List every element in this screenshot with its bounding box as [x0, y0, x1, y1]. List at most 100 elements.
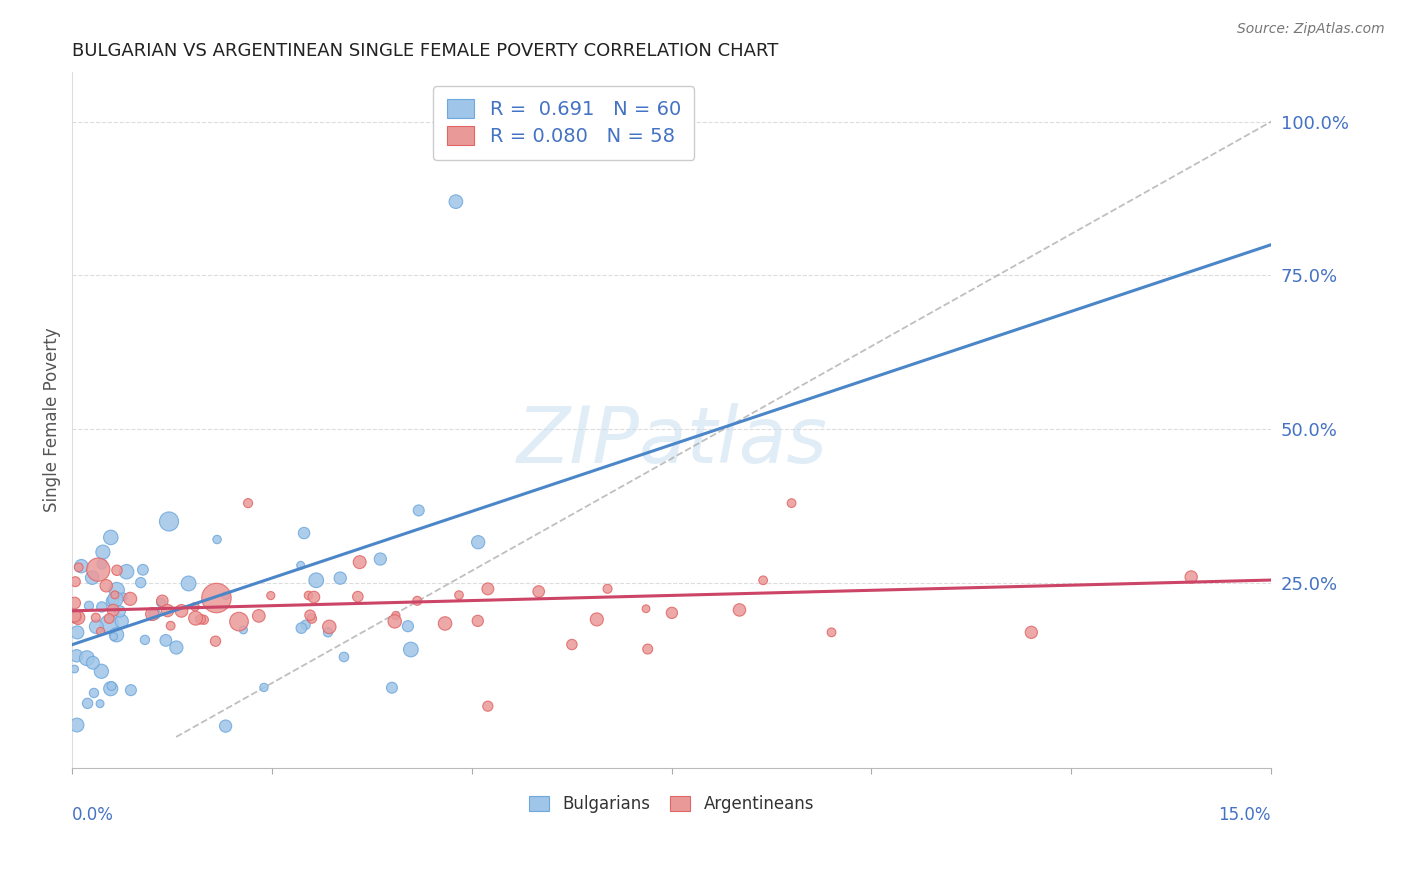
Point [132, 563, 155, 577]
Point [585, 612, 607, 626]
Point [67, 560, 90, 574]
Point [90, 665, 112, 679]
Point [82, 571, 104, 585]
Point [661, 606, 683, 620]
Point [77, 599, 100, 613]
Point [333, 649, 356, 664]
Point [228, 615, 250, 629]
Point [120, 683, 142, 698]
Point [104, 588, 127, 602]
Point [63, 608, 86, 623]
Point [143, 607, 166, 621]
Point [177, 576, 200, 591]
Point [215, 589, 238, 603]
Point [329, 571, 352, 585]
Point [305, 574, 328, 588]
Point [66, 625, 89, 640]
Point [86, 620, 108, 634]
Point [1180, 570, 1202, 584]
Point [115, 565, 138, 579]
Point [70, 559, 93, 574]
Point [318, 620, 340, 634]
Point [157, 515, 180, 529]
Point [204, 634, 226, 648]
Point [165, 640, 187, 655]
Point [434, 616, 457, 631]
Point [467, 535, 489, 549]
Point [193, 613, 215, 627]
Text: BULGARIAN VS ARGENTINEAN SINGLE FEMALE POVERTY CORRELATION CHART: BULGARIAN VS ARGENTINEAN SINGLE FEMALE P… [72, 42, 779, 60]
Point [396, 619, 419, 633]
Point [184, 599, 207, 614]
Point [477, 699, 499, 714]
Point [190, 612, 212, 626]
Point [780, 496, 803, 510]
Point [820, 625, 842, 640]
Point [84, 610, 107, 624]
Point [100, 530, 122, 544]
Point [292, 526, 315, 541]
Point [381, 681, 404, 695]
Point [120, 591, 142, 606]
Text: Source: ZipAtlas.com: Source: ZipAtlas.com [1237, 22, 1385, 37]
Point [100, 681, 122, 696]
Point [141, 607, 163, 621]
Point [100, 679, 122, 693]
Point [301, 611, 323, 625]
Point [105, 563, 128, 577]
Point [89, 697, 111, 711]
Point [66, 610, 89, 624]
Point [90, 599, 112, 614]
Point [214, 719, 236, 733]
Point [90, 624, 112, 639]
Point [406, 594, 429, 608]
Point [467, 614, 489, 628]
Point [82, 656, 104, 670]
Point [98, 617, 121, 632]
Point [96, 579, 118, 593]
Point [290, 621, 312, 635]
Point [66, 718, 89, 732]
Point [290, 558, 312, 573]
Point [297, 588, 319, 602]
Point [1021, 625, 1043, 640]
Point [294, 617, 316, 632]
Point [205, 533, 228, 547]
Point [63, 596, 86, 610]
Point [105, 628, 128, 642]
Point [247, 608, 270, 623]
Point [156, 604, 179, 618]
Point [477, 582, 499, 596]
Point [91, 557, 114, 571]
Text: ZIPatlas: ZIPatlas [516, 403, 827, 479]
Point [384, 615, 406, 629]
Point [98, 611, 121, 625]
Point [349, 555, 371, 569]
Point [103, 630, 125, 644]
Point [170, 604, 193, 618]
Point [637, 642, 659, 657]
Point [205, 591, 228, 605]
Point [76, 651, 98, 665]
Point [447, 588, 470, 602]
Point [150, 594, 173, 608]
Point [91, 545, 114, 559]
Point [253, 681, 276, 695]
Point [316, 625, 339, 640]
Point [444, 194, 467, 209]
Point [83, 686, 105, 700]
Point [101, 594, 124, 608]
Point [65, 574, 87, 589]
Text: 0.0%: 0.0% [72, 806, 114, 824]
Point [104, 592, 127, 607]
Point [399, 642, 422, 657]
Point [302, 590, 325, 604]
Point [236, 496, 259, 510]
Point [561, 638, 583, 652]
Point [112, 590, 135, 604]
Point [129, 575, 152, 590]
Point [134, 632, 156, 647]
Point [368, 552, 391, 566]
Point [65, 610, 87, 624]
Point [634, 601, 657, 615]
